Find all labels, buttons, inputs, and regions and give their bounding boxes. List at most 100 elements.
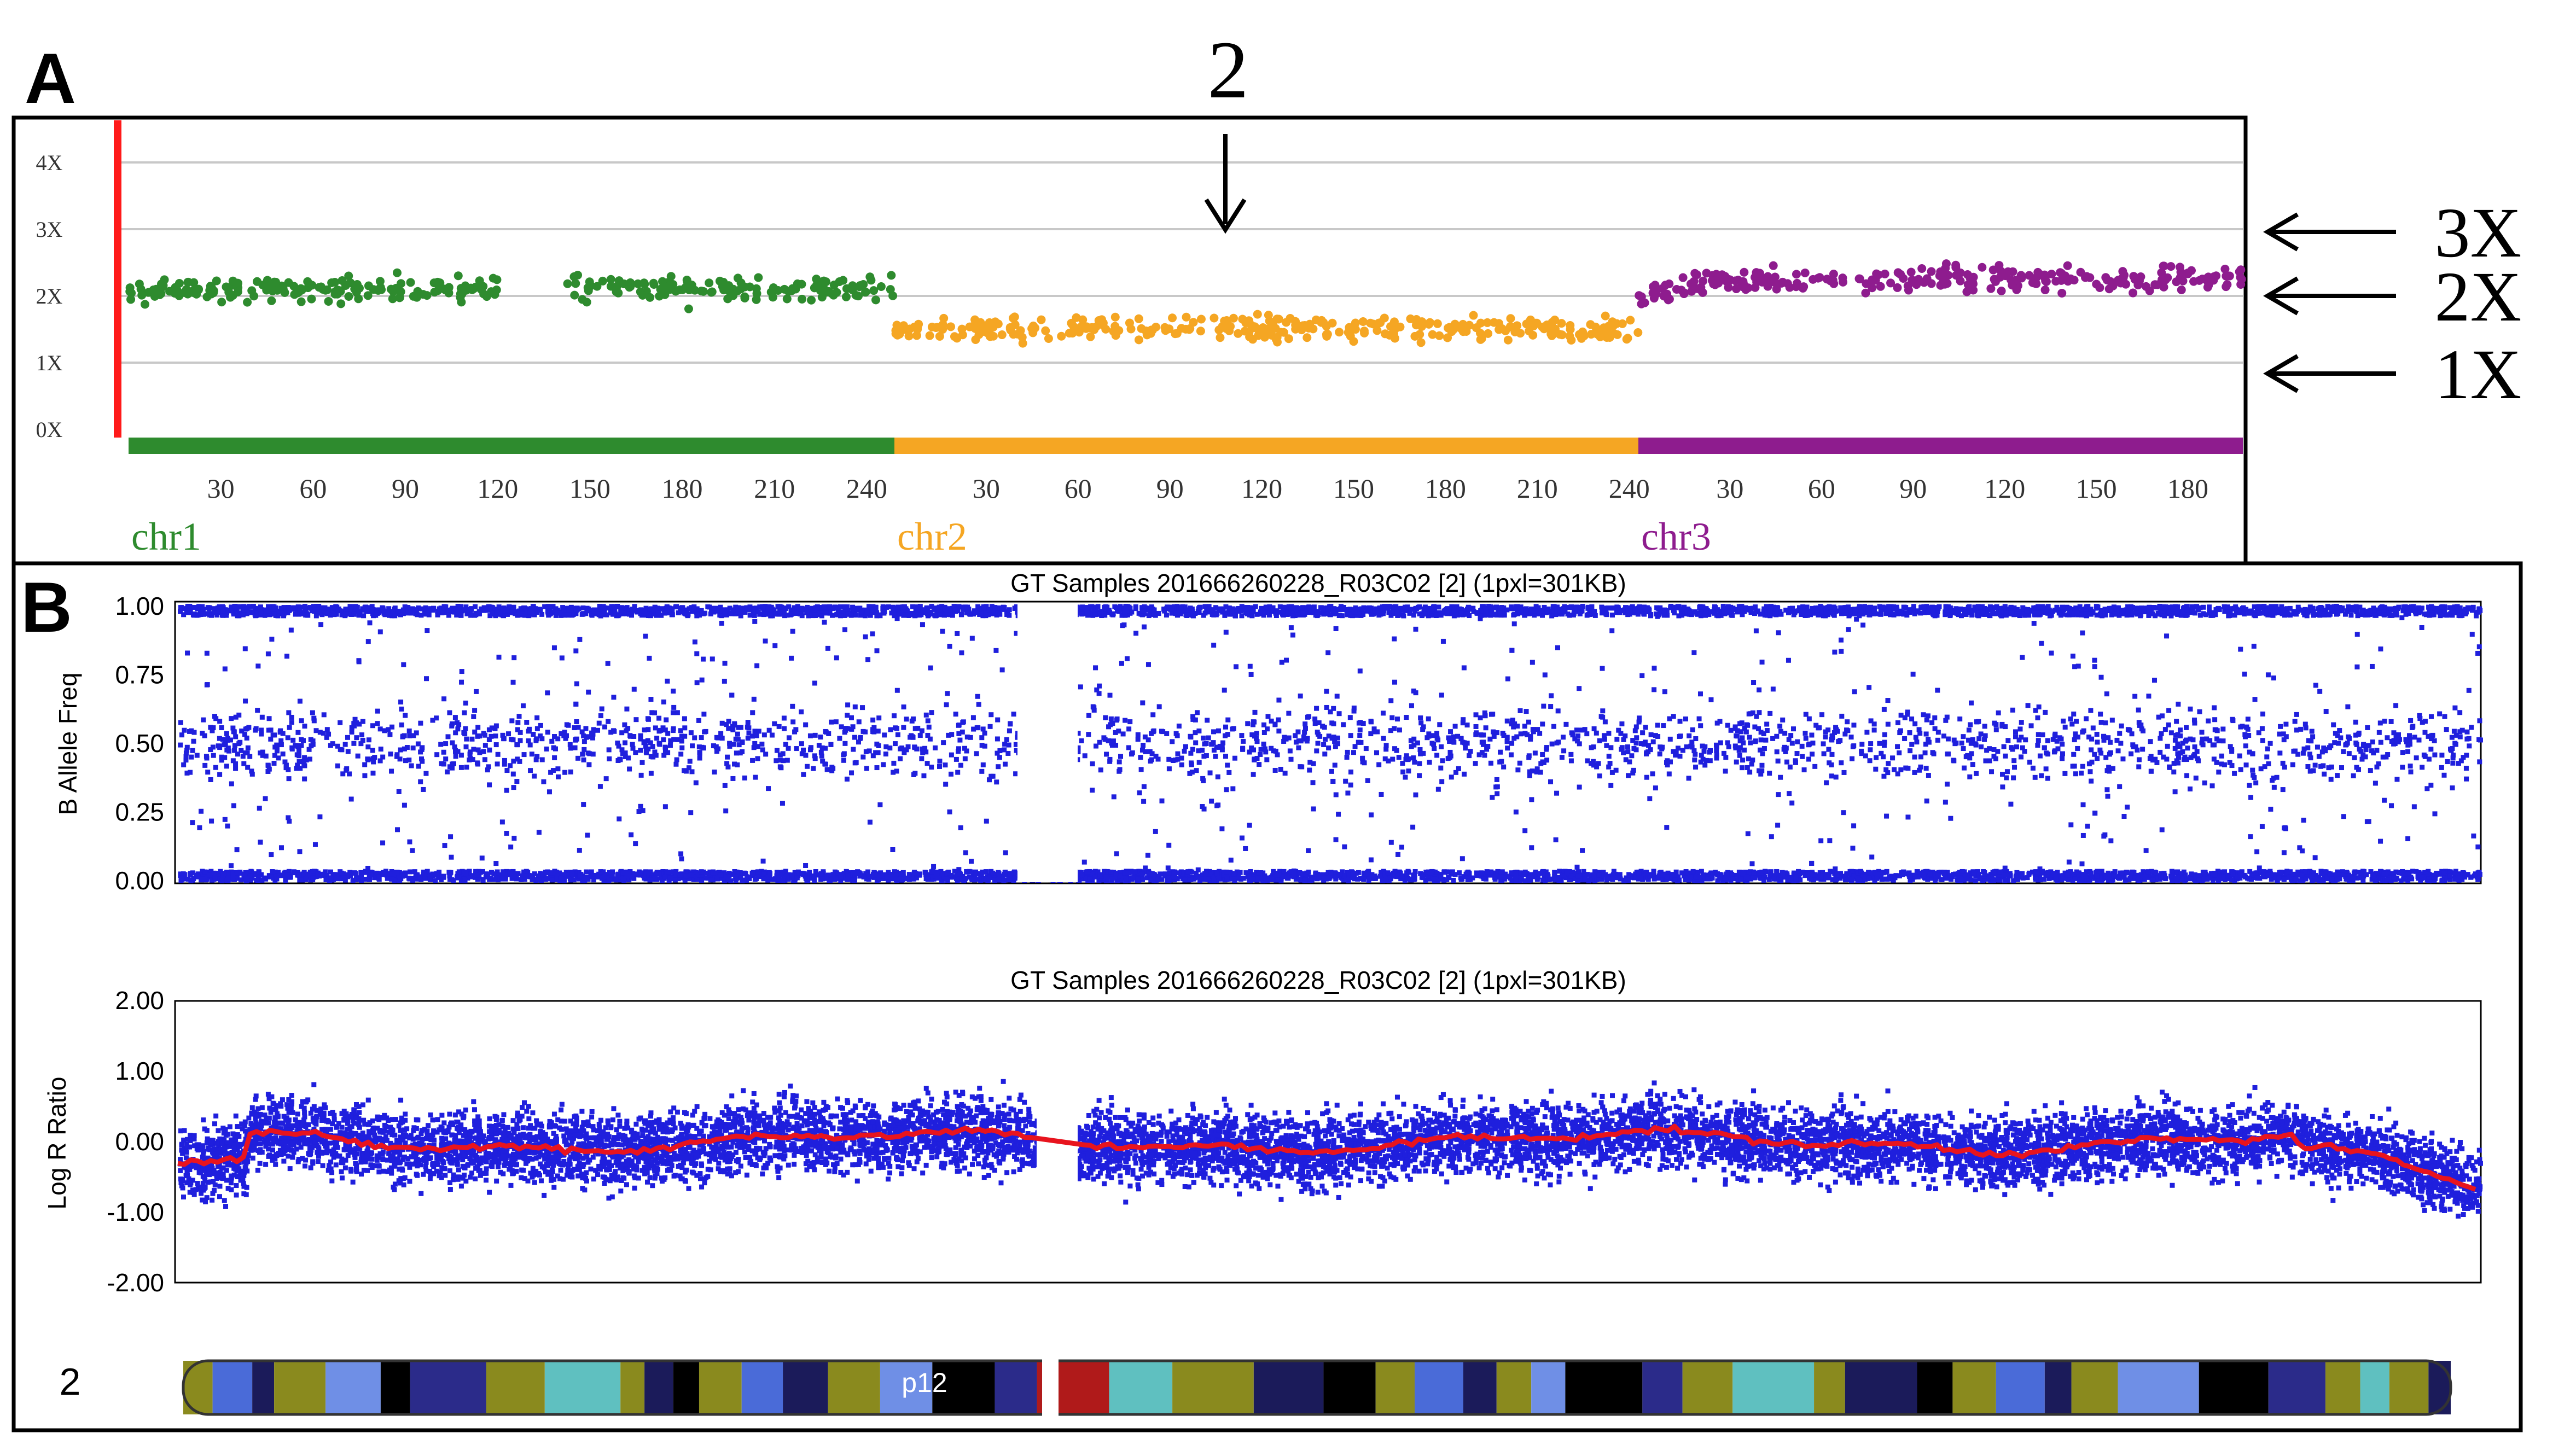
baf-point (496, 654, 502, 660)
baf-point (2353, 740, 2359, 745)
baf-point (1662, 689, 1667, 695)
cn-point (1476, 335, 1485, 344)
cn-point (2177, 285, 2186, 294)
baf-point (1437, 722, 1443, 727)
baf-point (1467, 753, 1472, 759)
baf-point (1324, 689, 1329, 694)
cn-point (2101, 273, 2110, 282)
cn-point (2172, 277, 2181, 287)
baf-point (1123, 613, 1128, 618)
cn-point (745, 282, 754, 292)
baf-point (1723, 755, 1729, 760)
baf-point (719, 736, 725, 741)
baf-point (640, 808, 646, 813)
baf-point (1213, 754, 1218, 759)
baf-point (726, 726, 731, 731)
baf-point (2380, 754, 2386, 760)
baf-point (994, 779, 999, 785)
cn-point (1968, 279, 1978, 289)
baf-point (2075, 745, 2080, 751)
baf-point (1734, 759, 1739, 765)
cn-point (851, 290, 860, 300)
cn-point (646, 293, 655, 302)
baf-point (1753, 628, 1759, 633)
baf-point (1282, 771, 1288, 776)
baf-point (852, 735, 857, 740)
cn-point (392, 268, 402, 277)
baf-point (738, 875, 743, 881)
baf-point (1249, 732, 1255, 737)
baf-point (644, 750, 649, 755)
baf-point (2310, 877, 2315, 883)
cn-point (1457, 324, 1466, 334)
baf-point (1193, 740, 1199, 745)
cn-point (266, 282, 275, 291)
baf-point (2269, 877, 2274, 882)
cn-point (1017, 333, 1027, 342)
baf-point (1429, 613, 1434, 618)
baf-point (1803, 736, 1809, 741)
cn-point (1196, 314, 1206, 324)
baf-point (1138, 767, 1144, 772)
cn-point (1081, 324, 1091, 333)
baf-point (876, 715, 882, 721)
baf-point (1819, 712, 1825, 718)
baf-point (876, 877, 881, 883)
cn-point (1513, 321, 1522, 330)
panel-a-chromosome-names: chr1 chr2 chr3 (131, 515, 1711, 558)
baf-point (786, 735, 792, 741)
baf-point (1673, 869, 1679, 875)
cn-point (769, 283, 778, 293)
cn-point (1829, 269, 1838, 278)
baf-point (1951, 758, 1957, 764)
baf-point (475, 725, 481, 730)
cn-point (606, 282, 615, 291)
cn-point (1160, 323, 1170, 332)
baf-point (276, 755, 281, 761)
cn-point (1678, 273, 1688, 282)
cn-point (598, 276, 607, 286)
baf-point (2338, 735, 2344, 741)
cn-point (1067, 318, 1076, 328)
baf-point (389, 613, 395, 619)
baf-point (280, 731, 286, 736)
cn-point (233, 287, 242, 296)
baf-point (996, 877, 1002, 883)
cn-point (1234, 329, 1243, 338)
baf-point (370, 770, 376, 776)
baf-point (2199, 730, 2205, 735)
baf-point (2314, 612, 2319, 618)
cn-point (925, 331, 934, 340)
cn-point (160, 275, 169, 284)
cn-point (886, 285, 895, 294)
baf-point (396, 789, 402, 794)
cn-point (1177, 324, 1186, 333)
baf-point (682, 725, 688, 731)
baf-point (1222, 688, 1227, 693)
cn-point (655, 292, 664, 301)
baf-point (2341, 814, 2346, 819)
cn-point (2236, 265, 2246, 275)
cn-point (222, 282, 231, 292)
baf-point (2308, 738, 2314, 744)
baf-point (595, 727, 601, 733)
baf-point (769, 732, 775, 738)
baf-point (1211, 748, 1217, 753)
baf-point (1574, 727, 1579, 733)
baf-point (1982, 724, 1987, 729)
cn-point (2222, 271, 2231, 281)
baf-point (1604, 743, 1609, 748)
baf-point (2328, 777, 2334, 782)
baf-point (1726, 744, 1731, 749)
baf-point (2044, 750, 2049, 756)
baf-point (220, 737, 225, 742)
baf-point (1996, 710, 2001, 715)
baf-point (265, 651, 271, 657)
baf-point (1311, 806, 1316, 812)
baf-point (2086, 878, 2092, 883)
baf-point (260, 749, 265, 755)
baf-point (1406, 768, 1411, 774)
baf-point (515, 727, 520, 732)
cn-point (1799, 282, 1809, 292)
baf-point (335, 743, 340, 749)
